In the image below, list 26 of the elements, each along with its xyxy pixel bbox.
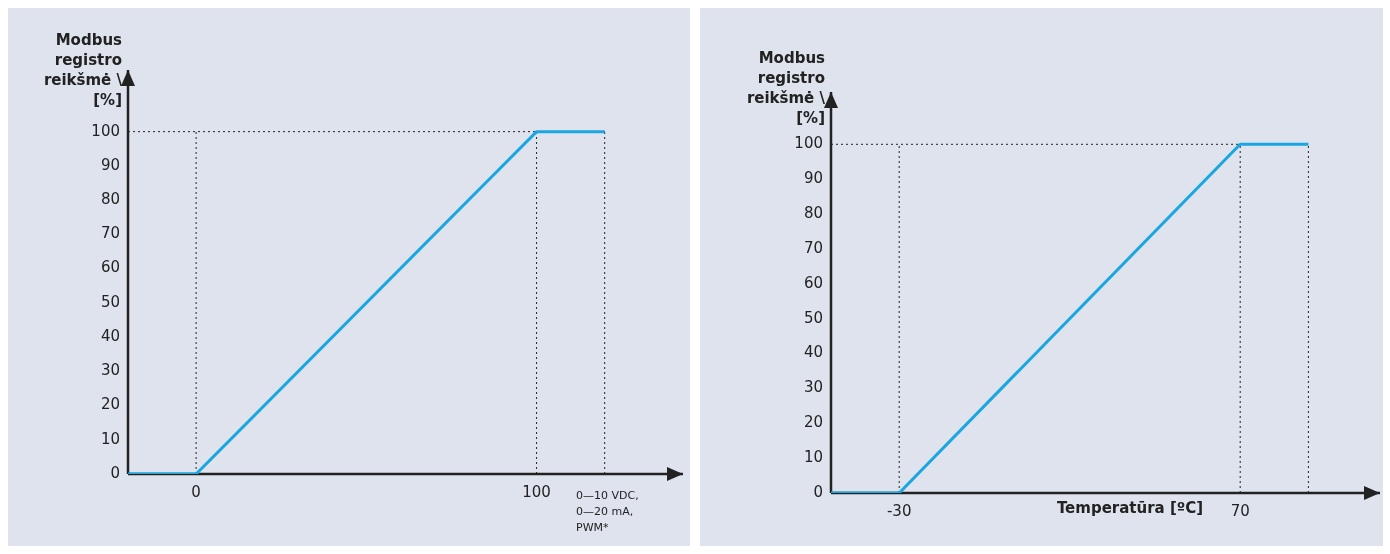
y-tick-label: 80 (803, 203, 823, 222)
x-tick-label: -30 (886, 501, 912, 520)
y-axis-title: Modbus registro reikšmė \ [%] (42, 30, 122, 110)
y-tick-label: 90 (803, 169, 823, 188)
y-tick-label: 40 (803, 343, 823, 362)
y-tick-label: 70 (803, 238, 823, 257)
y-tick-label: 10 (100, 429, 120, 448)
y-tick-label: 60 (100, 258, 120, 277)
y-tick-label: 50 (100, 292, 120, 311)
x-axis-title: 0—10 VDC, 0—20 mA, PWM* (576, 488, 640, 536)
y-tick-label: 20 (100, 395, 120, 414)
y-tick-label: 60 (803, 273, 823, 292)
y-tick-label: 100 (91, 121, 120, 140)
y-tick-label: 30 (100, 361, 120, 380)
y-tick-label: 20 (803, 413, 823, 432)
y-tick-label: 0 (110, 463, 120, 482)
y-tick-label: 90 (100, 155, 120, 174)
y-tick-label: 80 (100, 189, 120, 208)
y-tick-label: 10 (803, 448, 823, 467)
y-tick-label: 30 (803, 378, 823, 397)
y-tick-label: 40 (100, 326, 120, 345)
x-axis-title: Temperatūra [ºC] (1055, 498, 1205, 518)
y-tick-label: 50 (803, 308, 823, 327)
y-tick-label: 70 (100, 224, 120, 243)
y-axis-title: Modbus registro reikšmė \ [%] (745, 48, 825, 128)
y-tick-label: 100 (794, 134, 823, 153)
